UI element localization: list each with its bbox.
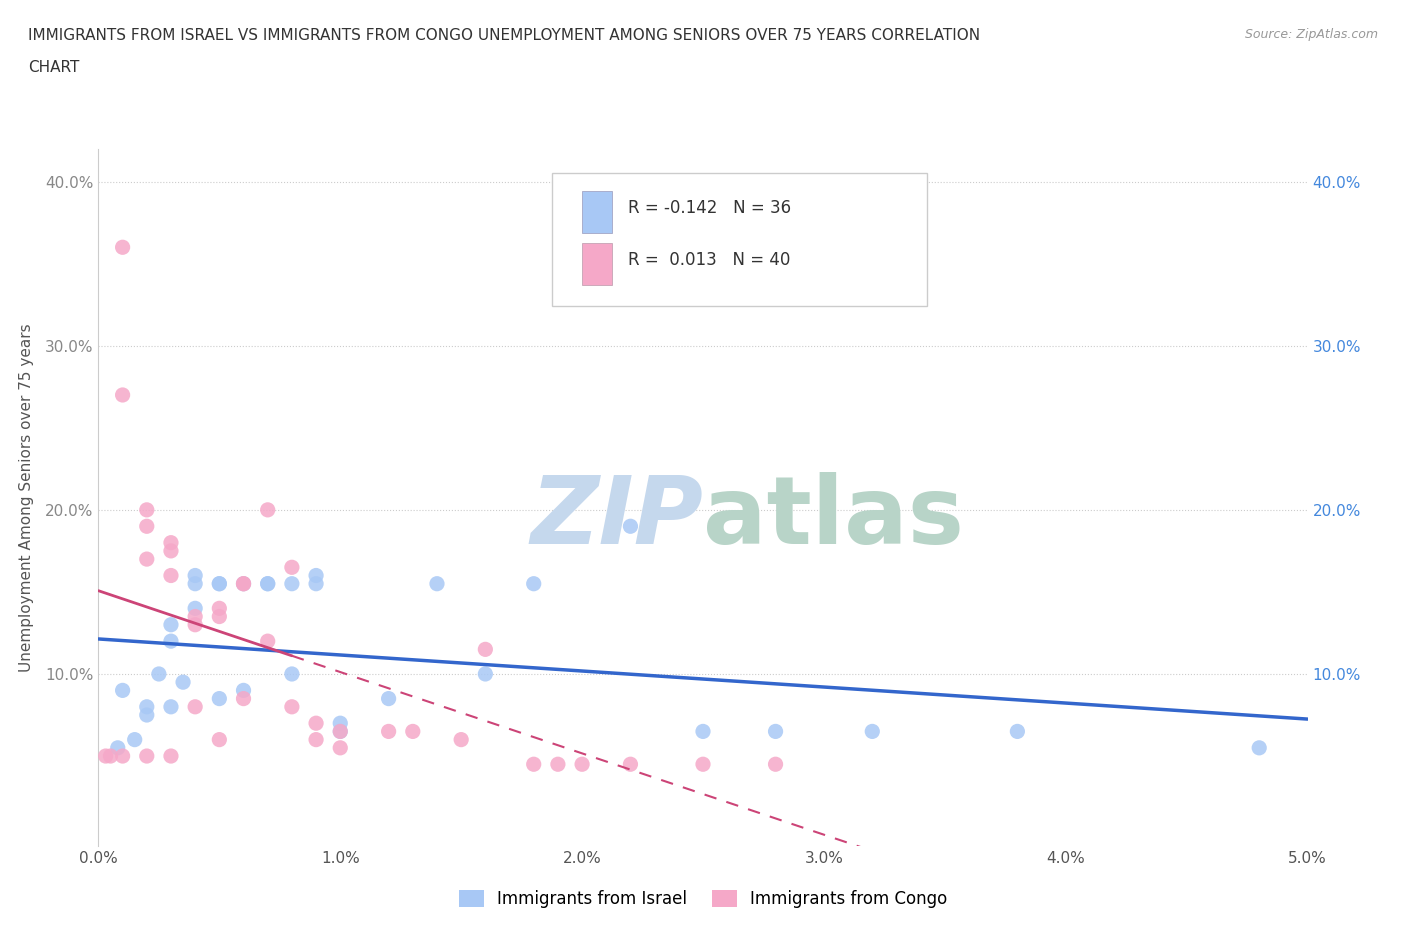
Text: atlas: atlas — [703, 472, 965, 565]
Point — [232, 577, 254, 591]
Point — [160, 749, 183, 764]
Point — [135, 519, 157, 534]
Point — [329, 724, 352, 738]
Point — [619, 757, 641, 772]
Point — [124, 732, 146, 747]
Point — [281, 560, 304, 575]
Point — [184, 568, 207, 583]
Point — [232, 691, 254, 706]
Point — [208, 691, 231, 706]
Point — [547, 757, 569, 772]
Text: CHART: CHART — [28, 60, 80, 75]
Point — [232, 577, 254, 591]
Point — [1007, 724, 1029, 738]
Point — [450, 732, 472, 747]
Point — [523, 757, 546, 772]
Point — [256, 502, 278, 517]
Point — [1249, 740, 1271, 755]
Point — [571, 757, 593, 772]
Bar — [582, 191, 613, 232]
Point — [860, 724, 883, 738]
Point — [426, 577, 449, 591]
Point — [232, 683, 254, 698]
Point — [208, 577, 231, 591]
Y-axis label: Unemployment Among Seniors over 75 years: Unemployment Among Seniors over 75 years — [18, 324, 34, 671]
Point — [135, 708, 157, 723]
Point — [111, 388, 134, 403]
Point — [111, 683, 134, 698]
Point — [474, 667, 496, 682]
Point — [135, 699, 157, 714]
Point — [377, 691, 399, 706]
Text: ZIP: ZIP — [530, 472, 703, 565]
Point — [402, 724, 425, 738]
Point — [148, 667, 170, 682]
Point — [172, 675, 194, 690]
Point — [377, 724, 399, 738]
Point — [208, 732, 231, 747]
Point — [135, 749, 157, 764]
Point — [208, 601, 231, 616]
FancyBboxPatch shape — [553, 173, 927, 306]
Point — [281, 699, 304, 714]
Point — [692, 724, 714, 738]
Point — [160, 633, 183, 648]
Point — [474, 642, 496, 657]
Point — [765, 757, 787, 772]
Point — [160, 543, 183, 558]
Point — [184, 618, 207, 632]
Text: Source: ZipAtlas.com: Source: ZipAtlas.com — [1244, 28, 1378, 41]
Point — [184, 577, 207, 591]
Point — [281, 577, 304, 591]
Point — [135, 502, 157, 517]
Point — [111, 240, 134, 255]
Point — [692, 757, 714, 772]
Point — [329, 740, 352, 755]
Point — [111, 749, 134, 764]
Point — [184, 699, 207, 714]
Point — [619, 519, 641, 534]
Bar — [582, 243, 613, 285]
Point — [305, 732, 328, 747]
Text: R =  0.013   N = 40: R = 0.013 N = 40 — [628, 251, 790, 270]
Point — [765, 724, 787, 738]
Point — [160, 618, 183, 632]
Point — [256, 577, 278, 591]
Point — [100, 749, 122, 764]
Legend: Immigrants from Israel, Immigrants from Congo: Immigrants from Israel, Immigrants from … — [451, 884, 955, 915]
Point — [160, 568, 183, 583]
Text: R = -0.142   N = 36: R = -0.142 N = 36 — [628, 199, 792, 217]
Point — [107, 740, 129, 755]
Point — [160, 699, 183, 714]
Point — [135, 551, 157, 566]
Point — [329, 716, 352, 731]
Point — [94, 749, 117, 764]
Point — [160, 536, 183, 551]
Point — [305, 577, 328, 591]
Text: IMMIGRANTS FROM ISRAEL VS IMMIGRANTS FROM CONGO UNEMPLOYMENT AMONG SENIORS OVER : IMMIGRANTS FROM ISRAEL VS IMMIGRANTS FRO… — [28, 28, 980, 43]
Point — [208, 609, 231, 624]
Point — [281, 667, 304, 682]
Point — [232, 577, 254, 591]
Point — [305, 716, 328, 731]
Point — [208, 577, 231, 591]
Point — [184, 601, 207, 616]
Point — [523, 577, 546, 591]
Point — [256, 633, 278, 648]
Point — [256, 577, 278, 591]
Point — [329, 724, 352, 738]
Point — [184, 609, 207, 624]
Point — [305, 568, 328, 583]
